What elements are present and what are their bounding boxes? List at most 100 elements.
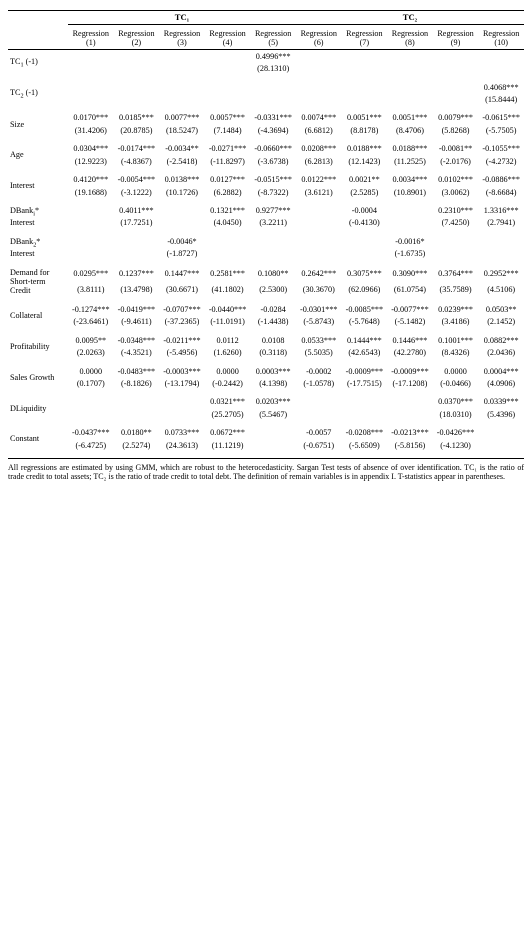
tstat-cell: (5.8268) [433,124,479,136]
tstat-cell: (41.1802) [205,282,251,298]
coef-cell: 0.0000 [433,365,479,377]
col-header: Regression(5) [250,27,296,49]
tstat-cell: (10.1726) [159,186,205,198]
coef-cell: -0.0437*** [68,427,114,439]
coef-cell: 0.0095** [68,334,114,346]
coef-cell: 0.2642*** [296,266,342,282]
tstat-cell: (2.0263) [68,347,114,359]
coef-cell: -0.0426*** [433,427,479,439]
row-label: Profitability [8,334,68,359]
tstat-cell: (31.4206) [68,124,114,136]
tstat-cell: (8.4326) [433,347,479,359]
coef-cell: 0.0112 [205,334,251,346]
tstat-cell: (4.0450) [205,217,251,229]
tstat-cell: (-1.4438) [250,316,296,328]
tstat-cell: (11.2525) [387,155,433,167]
coef-cell [159,50,205,62]
coef-cell [433,235,479,247]
coef-cell [68,396,114,408]
tstat-cell [250,93,296,105]
coef-cell [250,427,296,439]
coef-cell: 0.0188*** [342,143,388,155]
coef-cell: 0.0102*** [433,174,479,186]
tstat-cell: (2.5300) [250,282,296,298]
tstat-cell: (7.1484) [205,124,251,136]
tstat-cell: (12.9223) [68,155,114,167]
row-label: Sales Growth [8,365,68,390]
tstat-cell: (-11.0191) [205,316,251,328]
coef-cell [342,50,388,62]
coef-cell: -0.1274*** [68,303,114,315]
tstat-cell [296,248,342,260]
coef-cell: 0.0003*** [250,365,296,377]
tstat-cell: (-4.1230) [433,439,479,451]
tstat-cell: (8.4706) [387,124,433,136]
coef-cell: -0.0483*** [114,365,160,377]
coef-cell: 0.0122*** [296,174,342,186]
coef-cell: 1.3316*** [478,204,524,216]
row-label: TC1 (-1) [8,50,68,75]
coef-cell [433,81,479,93]
coef-cell [68,50,114,62]
coef-cell: -0.0284 [250,303,296,315]
tstat-cell: (7.4250) [433,217,479,229]
tstat-cell: (18.0310) [433,408,479,420]
coef-cell [159,204,205,216]
col-header: Regression(4) [205,27,251,49]
tstat-cell: (3.4186) [433,316,479,328]
tstat-cell: (5.5467) [250,408,296,420]
tstat-cell: (3.2211) [250,217,296,229]
coef-cell: 0.0000 [205,365,251,377]
coef-cell: 0.3090*** [387,266,433,282]
tstat-cell: (5.5035) [296,347,342,359]
tstat-cell: (42.6543) [342,347,388,359]
coef-cell [250,235,296,247]
coef-cell [205,50,251,62]
tstat-cell: (4.1398) [250,378,296,390]
coef-cell [387,204,433,216]
tstat-cell [68,217,114,229]
tstat-cell: (-2.5418) [159,155,205,167]
coef-cell: 0.0000 [68,365,114,377]
group-header-tc1: TC₁ [68,11,296,24]
col-header: Regression(7) [342,27,388,49]
tstat-cell: (20.8785) [114,124,160,136]
tstat-cell: (4.0906) [478,378,524,390]
tstat-cell: (25.2705) [205,408,251,420]
coef-cell [433,50,479,62]
row-label: Demand forShort-termCredit [8,266,68,297]
coef-cell: 0.0051*** [342,112,388,124]
coef-cell: 0.0370*** [433,396,479,408]
coef-cell: 0.3764*** [433,266,479,282]
coef-cell: 0.9277*** [250,204,296,216]
col-header: Regression(1) [68,27,114,49]
tstat-cell: (-0.0466) [433,378,479,390]
coef-cell: -0.0016* [387,235,433,247]
coef-cell: 0.1447*** [159,266,205,282]
coef-cell: -0.0419*** [114,303,160,315]
tstat-cell [114,93,160,105]
coef-cell: 0.4011*** [114,204,160,216]
coef-cell [296,204,342,216]
coef-cell: 0.4120*** [68,174,114,186]
coef-cell [159,81,205,93]
coef-cell [250,81,296,93]
tstat-cell: (8.8178) [342,124,388,136]
tstat-cell: (-1.6735) [387,248,433,260]
row-label: Collateral [8,303,68,328]
coef-cell [205,235,251,247]
row-label: TC2 (-1) [8,81,68,106]
coef-cell: -0.0886*** [478,174,524,186]
tstat-cell: (4.5106) [478,282,524,298]
tstat-cell: (2.7941) [478,217,524,229]
tstat-cell [68,408,114,420]
col-header: Regression(6) [296,27,342,49]
tstat-cell [68,63,114,75]
coef-cell [387,396,433,408]
coef-cell [159,396,205,408]
coef-cell [387,81,433,93]
tstat-cell [250,248,296,260]
coef-cell: 0.0057*** [205,112,251,124]
coef-cell [478,427,524,439]
tstat-cell: (0.3118) [250,347,296,359]
